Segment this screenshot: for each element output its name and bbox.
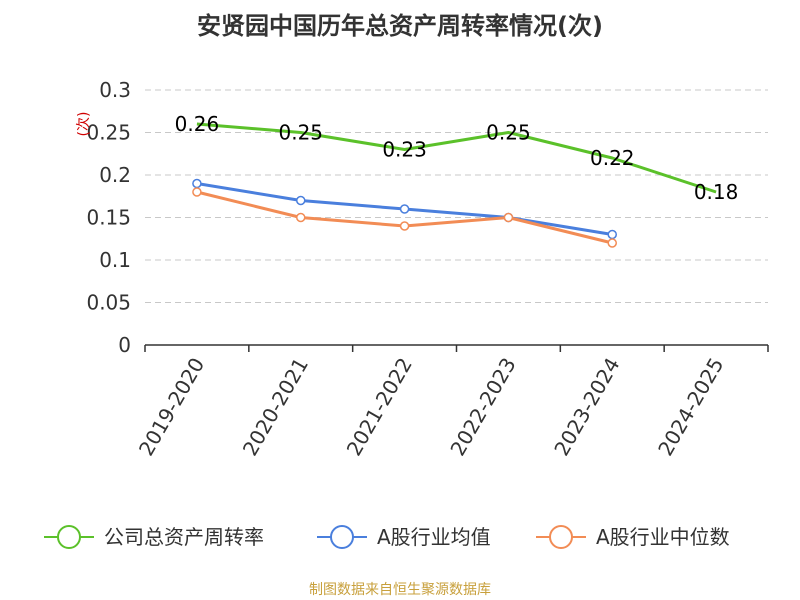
series [192, 122, 717, 248]
y-axis-label: (次) [76, 112, 92, 137]
gridlines [145, 89, 768, 303]
legend-label: A股行业中位数 [596, 525, 730, 549]
data-point [296, 212, 306, 223]
y-tick-label: 0 [118, 333, 131, 357]
data-point [192, 178, 202, 189]
data-label: 0.22 [590, 146, 635, 170]
y-tick-label: 0.05 [86, 291, 131, 315]
series-line [196, 122, 717, 194]
legend-marker [57, 525, 81, 549]
y-tick-label: 0.15 [86, 206, 131, 230]
data-point [607, 238, 617, 248]
legend-marker [330, 525, 354, 549]
data-point [607, 229, 617, 240]
x-tick-label: 2022-2023 [445, 354, 520, 460]
x-tick-label: 2021-2022 [342, 354, 417, 460]
data-point [192, 187, 202, 197]
legend-label: 公司总资产周转率 [104, 525, 264, 549]
source-note: 制图数据来自恒生聚源数据库 [309, 582, 491, 598]
chart-title: 安贤园中国历年总资产周转率情况(次) [197, 12, 603, 40]
x-tick-label: 2023-2024 [549, 354, 624, 460]
data-label: 0.18 [694, 180, 739, 204]
legend: 公司总资产周转率 A股行业均值 A股行业中位数 [44, 525, 730, 549]
data-label: 0.25 [278, 121, 323, 145]
data-label: 0.26 [175, 112, 220, 136]
data-point [296, 195, 306, 206]
x-tick-label: 2024-2025 [653, 354, 728, 460]
legend-marker [549, 525, 573, 549]
y-tick-label: 0.2 [99, 163, 131, 187]
legend-label: A股行业均值 [377, 525, 491, 549]
data-point [399, 204, 410, 214]
data-point [399, 221, 410, 231]
y-tick-label: 0.25 [86, 121, 131, 145]
x-tick-label: 2019-2020 [134, 354, 209, 460]
data-point [503, 212, 514, 223]
y-tick-label: 0.3 [99, 78, 131, 102]
data-label: 0.23 [382, 138, 427, 162]
y-tick-label: 0.1 [99, 248, 131, 272]
data-labels: 0.26 0.25 0.23 0.25 0.22 0.18 [175, 112, 739, 204]
data-label: 0.25 [486, 121, 531, 145]
x-tick-label: 2020-2021 [238, 354, 313, 460]
